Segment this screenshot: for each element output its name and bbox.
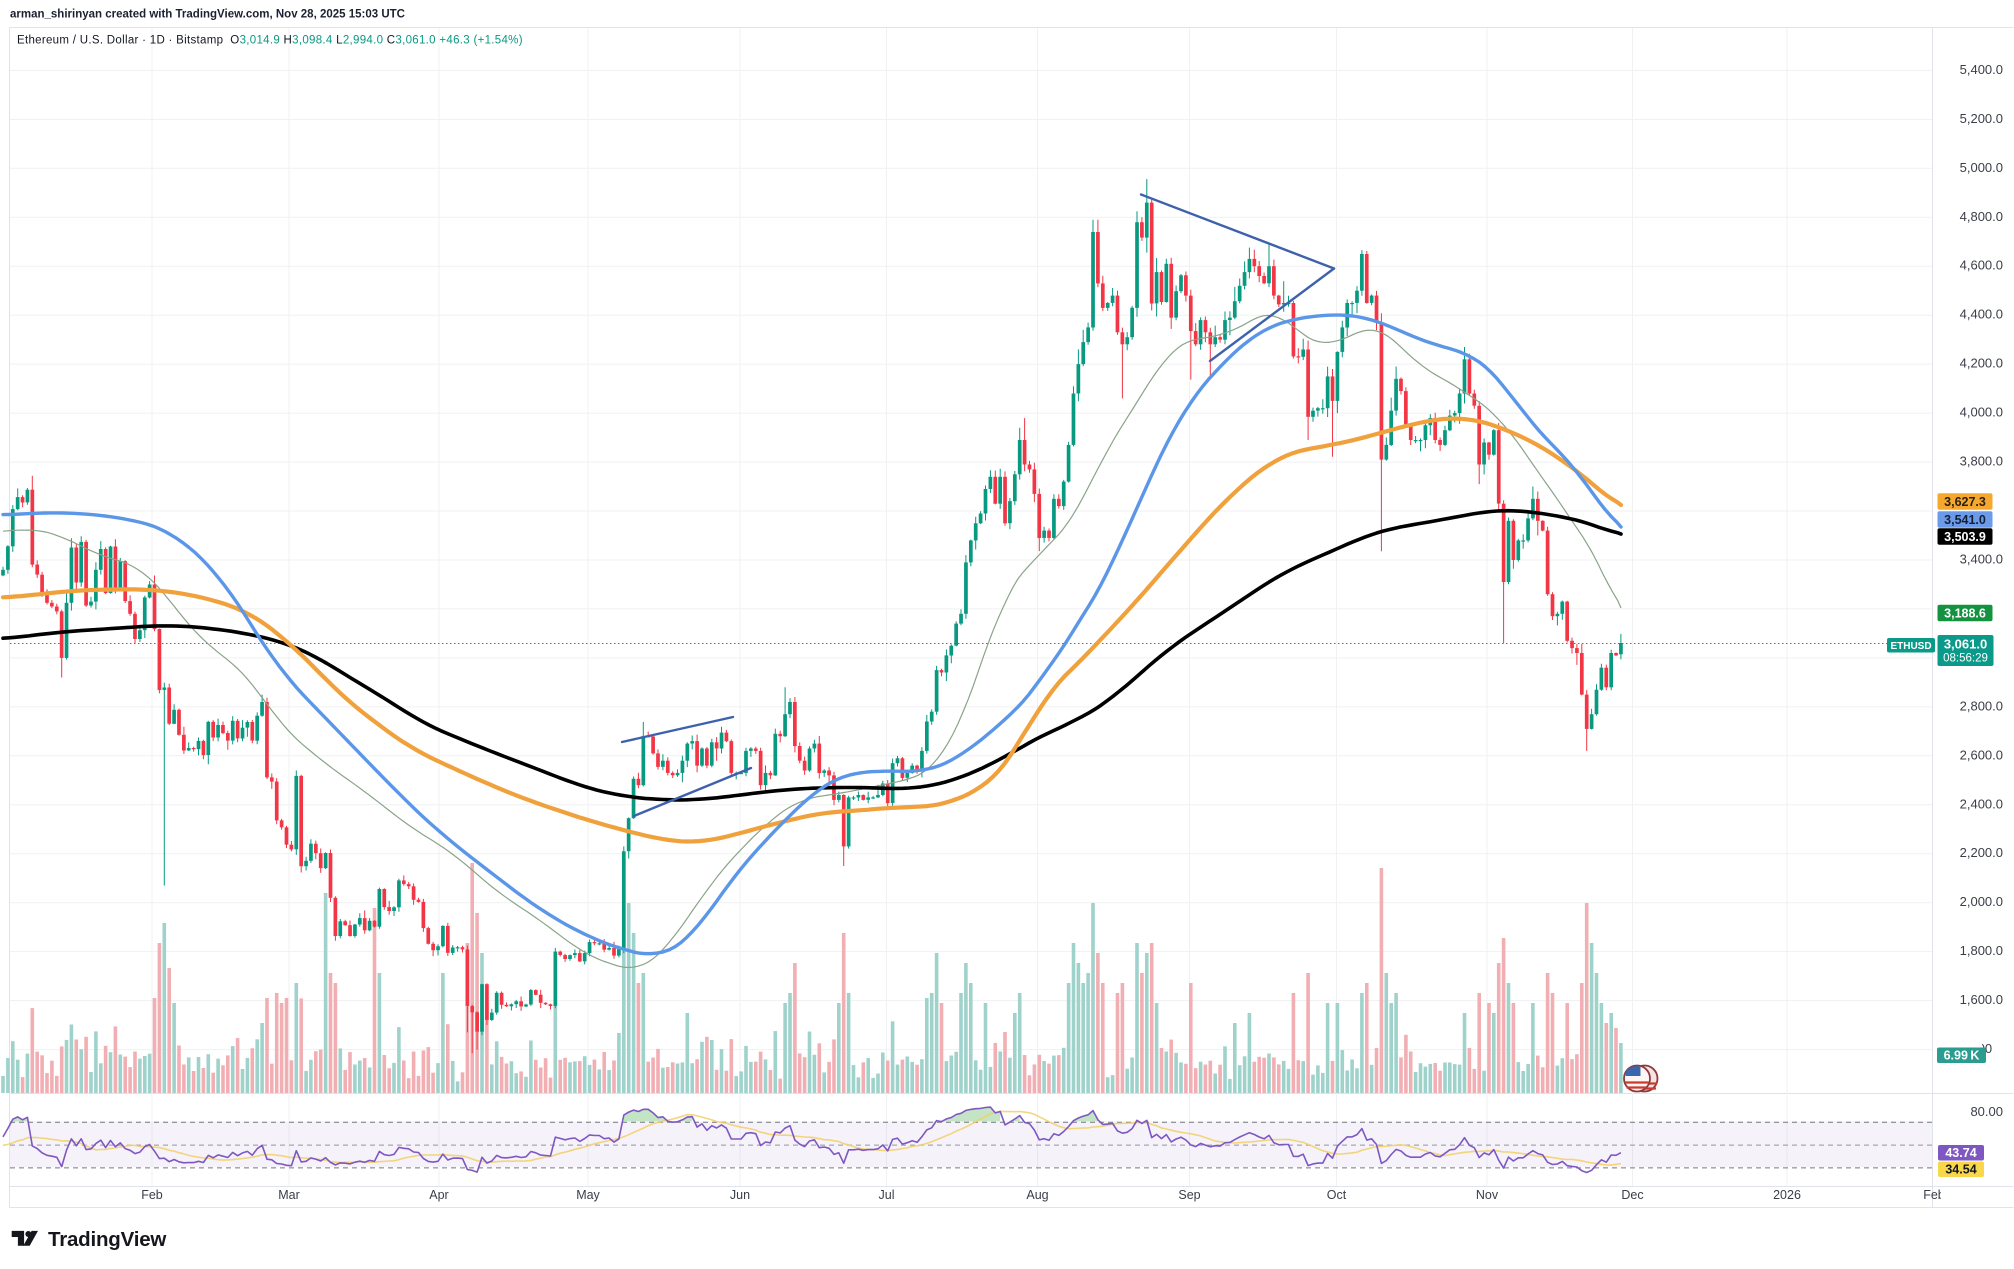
svg-text:Dec: Dec — [1621, 1188, 1643, 1202]
svg-text:3,503.9: 3,503.9 — [1944, 530, 1986, 544]
svg-text:Ethereum / U.S. Dollar · 1D ·: Ethereum / U.S. Dollar · 1D · Bitstamp O… — [17, 35, 523, 47]
svg-text:3,800.0: 3,800.0 — [1960, 454, 2003, 469]
svg-text:Feb: Feb — [141, 1188, 163, 1202]
svg-text:Jul: Jul — [879, 1188, 895, 1202]
svg-text:5,000.0: 5,000.0 — [1960, 160, 2003, 175]
svg-text:ETHUSD: ETHUSD — [1890, 641, 1931, 652]
svg-text:34.54: 34.54 — [1945, 1163, 1976, 1177]
svg-text:3,541.0: 3,541.0 — [1944, 513, 1986, 527]
svg-text:Nov: Nov — [1476, 1188, 1499, 1202]
svg-text:1,400.0: 1,400.0 — [1960, 1041, 2003, 1056]
svg-text:3,188.6: 3,188.6 — [1944, 607, 1986, 621]
svg-text:4,200.0: 4,200.0 — [1960, 356, 2003, 371]
svg-text:TradingView: TradingView — [48, 1228, 166, 1251]
svg-text:May: May — [576, 1188, 600, 1202]
svg-text:4,400.0: 4,400.0 — [1960, 307, 2003, 322]
svg-text:Feb: Feb — [1923, 1188, 1945, 1202]
svg-text:2,000.0: 2,000.0 — [1960, 894, 2003, 909]
svg-text:43.74: 43.74 — [1945, 1146, 1976, 1160]
svg-text:80.00: 80.00 — [1970, 1104, 2003, 1119]
svg-text:Aug: Aug — [1026, 1188, 1048, 1202]
svg-text:2,800.0: 2,800.0 — [1960, 698, 2003, 713]
svg-text:5,400.0: 5,400.0 — [1960, 62, 2003, 77]
svg-text:arman_shirinyan created with T: arman_shirinyan created with TradingView… — [10, 9, 405, 21]
svg-text:Jun: Jun — [730, 1188, 750, 1202]
svg-text:1,800.0: 1,800.0 — [1960, 943, 2003, 958]
svg-text:08:56:29: 08:56:29 — [1943, 653, 1988, 665]
svg-text:1,600.0: 1,600.0 — [1960, 992, 2003, 1007]
svg-text:Sep: Sep — [1178, 1188, 1200, 1202]
svg-text:4,800.0: 4,800.0 — [1960, 209, 2003, 224]
svg-text:2,400.0: 2,400.0 — [1960, 796, 2003, 811]
svg-text:Mar: Mar — [278, 1188, 300, 1202]
svg-text:3,400.0: 3,400.0 — [1960, 552, 2003, 567]
svg-text:Oct: Oct — [1327, 1188, 1347, 1202]
svg-text:2,200.0: 2,200.0 — [1960, 845, 2003, 860]
svg-text:5,200.0: 5,200.0 — [1960, 111, 2003, 126]
svg-text:2026: 2026 — [1773, 1188, 1801, 1202]
svg-text:Apr: Apr — [429, 1188, 448, 1202]
svg-text:4,000.0: 4,000.0 — [1960, 405, 2003, 420]
svg-text:3,627.3: 3,627.3 — [1944, 495, 1986, 509]
svg-text:3,061.0: 3,061.0 — [1944, 637, 1987, 652]
svg-text:2,600.0: 2,600.0 — [1960, 747, 2003, 762]
svg-text:4,600.0: 4,600.0 — [1960, 258, 2003, 273]
svg-text:6.99 K: 6.99 K — [1944, 1049, 1980, 1063]
